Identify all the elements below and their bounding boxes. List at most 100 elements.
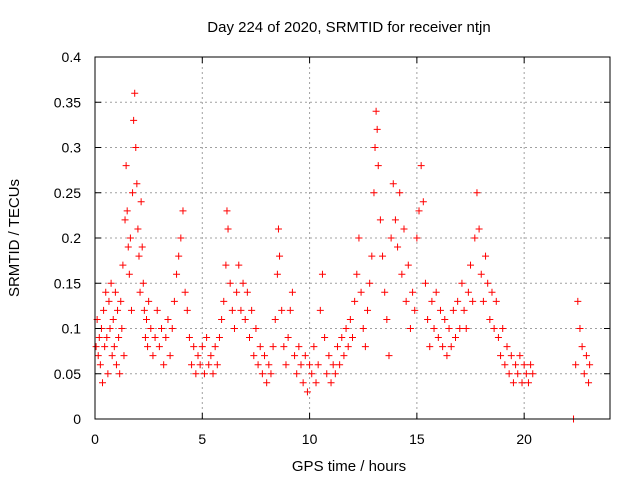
data-point	[353, 270, 361, 278]
data-point	[419, 198, 427, 206]
data-point	[494, 334, 502, 342]
data-point	[308, 370, 316, 378]
y-tick-label: 0.1	[62, 321, 82, 337]
data-point	[329, 361, 337, 369]
data-point	[370, 189, 378, 197]
data-point	[144, 343, 152, 351]
y-tick-label: 0.2	[62, 230, 82, 246]
data-point	[223, 207, 231, 215]
data-point	[213, 361, 221, 369]
data-point	[426, 343, 434, 351]
data-point	[101, 343, 109, 351]
data-point	[432, 288, 440, 296]
data-point	[344, 343, 352, 351]
data-point	[454, 297, 462, 305]
data-point	[143, 315, 150, 323]
data-point	[109, 315, 117, 323]
data-point	[271, 315, 279, 323]
data-point	[248, 306, 256, 314]
data-point	[250, 352, 258, 360]
data-point	[323, 370, 331, 378]
data-point	[503, 343, 511, 351]
axis-ticks: 0 5 10 15 20 0 0.05 0.1 0.15 0.2 0.25 0.3 0.35 0.4	[54, 49, 610, 447]
data-point	[325, 352, 333, 360]
data-point	[413, 234, 421, 242]
data-point	[136, 288, 144, 296]
data-point	[340, 352, 348, 360]
data-point	[130, 116, 138, 124]
data-point	[373, 125, 381, 133]
data-point	[507, 352, 515, 360]
data-point	[131, 89, 139, 97]
data-point	[441, 315, 449, 323]
data-point	[514, 370, 522, 378]
y-tick-label: 0.15	[54, 275, 81, 291]
data-point	[361, 343, 369, 351]
data-point	[512, 361, 520, 369]
data-point	[102, 288, 110, 296]
data-point	[175, 252, 183, 260]
data-point	[276, 252, 284, 260]
y-axis-title: SRMTID / TECUs	[6, 179, 23, 297]
data-point	[134, 225, 142, 233]
y-tick-label: 0	[73, 411, 81, 427]
x-tick-label: 15	[409, 431, 425, 447]
data-point	[138, 243, 146, 251]
data-point	[246, 334, 253, 342]
data-point	[252, 325, 260, 332]
data-point	[122, 162, 130, 170]
data-point	[580, 370, 588, 378]
data-point	[168, 325, 176, 332]
data-point	[105, 297, 113, 305]
data-point	[116, 370, 124, 378]
data-point	[291, 352, 299, 360]
data-point	[456, 325, 464, 332]
data-point	[158, 325, 166, 332]
data-point	[316, 306, 324, 314]
data-point	[434, 334, 442, 342]
chart-title: Day 224 of 2020, SRMTID for receiver ntj…	[207, 19, 490, 36]
data-point	[327, 379, 335, 387]
data-point	[117, 297, 125, 305]
data-point	[92, 343, 100, 351]
data-point	[355, 234, 363, 242]
data-point	[439, 343, 447, 351]
data-point	[132, 144, 140, 151]
data-point	[486, 315, 494, 323]
data-point	[396, 189, 404, 197]
data-point	[529, 370, 537, 378]
data-point	[155, 343, 163, 351]
y-tick-label: 0.3	[62, 140, 82, 156]
data-point	[351, 297, 359, 305]
data-point	[119, 261, 127, 269]
data-point	[400, 225, 408, 233]
data-point	[411, 306, 419, 314]
data-point	[269, 343, 277, 351]
data-point	[385, 352, 393, 360]
data-point	[153, 306, 161, 314]
data-point	[220, 297, 228, 305]
data-point	[295, 343, 303, 351]
data-point	[299, 379, 307, 387]
data-point	[114, 306, 122, 314]
data-point	[112, 361, 120, 369]
data-point	[273, 270, 281, 278]
data-point	[462, 325, 470, 332]
data-point	[192, 370, 200, 378]
data-point	[286, 306, 294, 314]
data-point	[447, 343, 455, 351]
data-point	[203, 334, 211, 342]
data-point	[452, 334, 459, 342]
data-point	[147, 325, 155, 332]
data-point	[336, 361, 344, 369]
y-tick-label: 0.35	[54, 94, 81, 110]
data-point	[381, 288, 389, 296]
data-point	[198, 343, 206, 351]
data-point	[578, 343, 586, 351]
data-point	[371, 144, 379, 151]
data-point	[160, 361, 168, 369]
data-point	[129, 189, 137, 197]
y-tick-label: 0.4	[62, 49, 82, 65]
data-point	[162, 334, 170, 342]
